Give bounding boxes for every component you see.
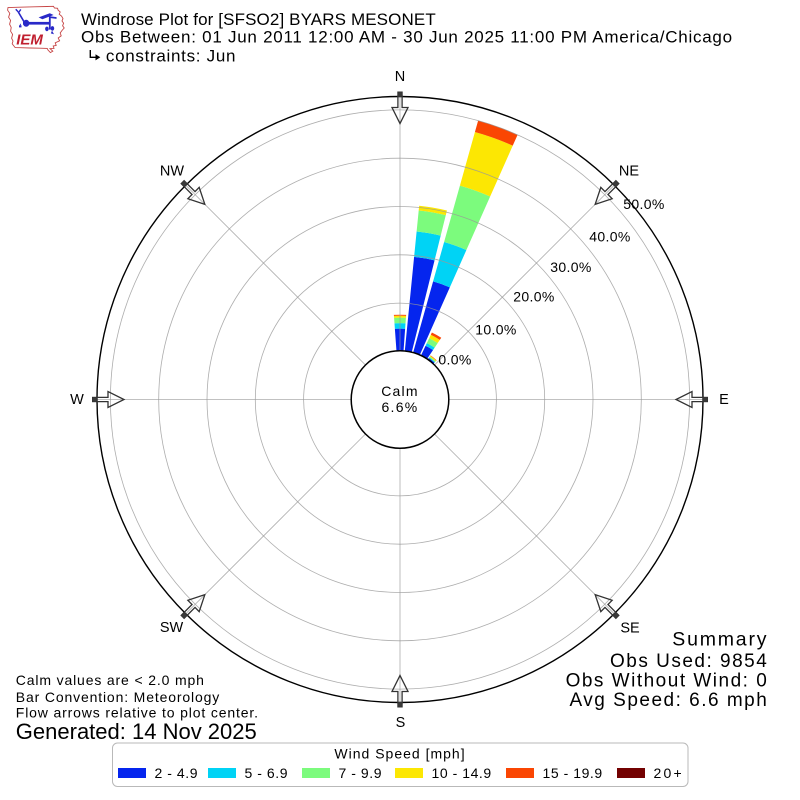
svg-text:10.0%: 10.0% xyxy=(475,322,516,338)
svg-text:0.0%: 0.0% xyxy=(438,352,471,368)
svg-text:30.0%: 30.0% xyxy=(550,259,591,275)
svg-text:Calm: Calm xyxy=(381,383,418,399)
svg-text:20+: 20+ xyxy=(654,765,684,781)
svg-text:20.0%: 20.0% xyxy=(513,289,554,305)
svg-text:Obs Used: 9854: Obs Used: 9854 xyxy=(610,651,768,672)
svg-text:Obs Between: 01 Jun 2011 12:00: Obs Between: 01 Jun 2011 12:00 AM - 30 J… xyxy=(81,27,733,46)
svg-text:W: W xyxy=(70,392,84,408)
svg-text:15 - 19.9: 15 - 19.9 xyxy=(543,765,603,781)
svg-text:constraints: Jun: constraints: Jun xyxy=(106,47,236,66)
svg-text:40.0%: 40.0% xyxy=(589,229,630,245)
svg-text:SW: SW xyxy=(160,620,184,636)
svg-text:Calm values are < 2.0 mph: Calm values are < 2.0 mph xyxy=(16,672,205,688)
svg-text:Flow arrows relative to plot c: Flow arrows relative to plot center. xyxy=(16,704,259,720)
svg-text:Avg Speed: 6.6 mph: Avg Speed: 6.6 mph xyxy=(569,690,768,711)
svg-text:5 - 6.9: 5 - 6.9 xyxy=(245,765,289,781)
svg-text:50.0%: 50.0% xyxy=(623,196,664,212)
svg-text:6.6%: 6.6% xyxy=(381,399,418,415)
svg-text:7 - 9.9: 7 - 9.9 xyxy=(339,765,383,781)
svg-text:2 - 4.9: 2 - 4.9 xyxy=(155,765,199,781)
svg-text:S: S xyxy=(396,715,406,731)
svg-text:Windrose Plot for [SFSO2] BYAR: Windrose Plot for [SFSO2] BYARS MESONET xyxy=(81,10,436,29)
svg-text:Wind Speed [mph]: Wind Speed [mph] xyxy=(334,746,465,762)
svg-text:N: N xyxy=(395,69,405,85)
svg-text:10 - 14.9: 10 - 14.9 xyxy=(432,765,492,781)
svg-text:Obs Without Wind: 0: Obs Without Wind: 0 xyxy=(566,671,769,692)
svg-text:NW: NW xyxy=(160,164,184,180)
svg-text:Bar Convention: Meteorology: Bar Convention: Meteorology xyxy=(16,689,220,705)
svg-text:Generated: 14 Nov 2025: Generated: 14 Nov 2025 xyxy=(16,719,257,744)
svg-text:NE: NE xyxy=(619,164,639,180)
svg-text:E: E xyxy=(719,392,729,408)
svg-text:Summary: Summary xyxy=(672,628,768,650)
svg-text:IEM: IEM xyxy=(16,32,43,49)
svg-text:SE: SE xyxy=(620,621,640,637)
